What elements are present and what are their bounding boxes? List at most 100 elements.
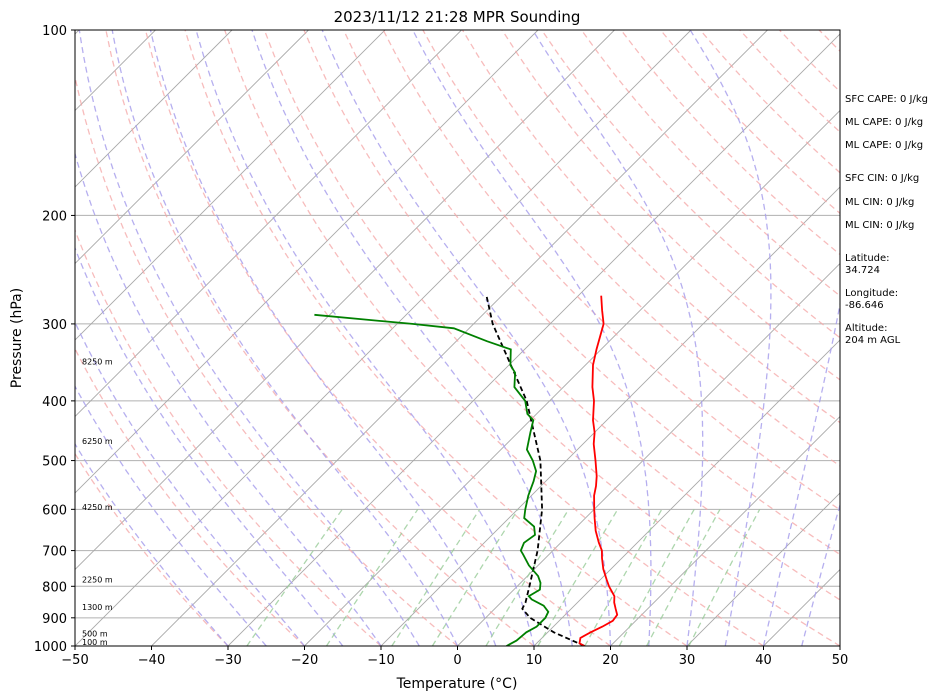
side-info-text: Latitude: <box>845 253 890 264</box>
isotherm-line <box>75 30 386 341</box>
dry-adiabat-line <box>75 347 305 646</box>
dry-adiabat-line <box>184 30 688 646</box>
x-tick-label: 20 <box>602 653 619 668</box>
side-info-text: Longitude: <box>845 288 898 299</box>
dry-adiabat-line <box>343 30 840 556</box>
plot-frame <box>74 29 841 647</box>
side-info-text: 34.724 <box>845 265 880 276</box>
dry-adiabat-line <box>263 30 840 646</box>
y-tick-label: 500 <box>42 455 67 470</box>
x-tick-label: 40 <box>755 653 772 668</box>
isotherm-line <box>227 33 840 646</box>
x-tick-label: 10 <box>526 653 543 668</box>
x-tick-label: −50 <box>61 653 88 668</box>
y-tick-label: 400 <box>42 395 67 410</box>
mixing-ratio-line <box>584 508 663 646</box>
isotherm-line <box>75 30 539 494</box>
height-label: 100 m <box>82 638 108 647</box>
mixing-ratio-line <box>391 508 481 646</box>
side-info-text: SFC CAPE: 0 J/kg <box>845 94 928 105</box>
dry-adiabat-line <box>105 30 535 646</box>
dry-adiabat-line <box>75 452 229 646</box>
side-info-text: SFC CIN: 0 J/kg <box>845 173 919 184</box>
mixing-ratio-line <box>325 508 419 646</box>
dry-adiabat-line <box>224 30 764 646</box>
y-tick-label: 300 <box>42 318 67 333</box>
chart-title: 2023/11/12 21:28 MPR Sounding <box>334 8 581 26</box>
mixing-ratio-line <box>246 508 343 646</box>
moist-adiabat-line <box>412 30 652 646</box>
height-label: 8250 m <box>82 357 113 366</box>
height-label: 2250 m <box>82 576 113 585</box>
dry-adiabat-line <box>144 30 611 646</box>
isotherm-line <box>686 492 840 646</box>
moist-adiabat-line <box>75 151 382 646</box>
moist-adiabat-line <box>689 30 772 646</box>
isotherm-line <box>75 30 462 418</box>
mixing-ratio-line <box>646 508 721 646</box>
x-tick-label: 30 <box>679 653 696 668</box>
height-label: 500 m <box>82 630 108 639</box>
isotherm-line <box>0 30 3 646</box>
side-info-text: ML CIN: 0 J/kg <box>845 220 914 231</box>
moist-adiabat-line <box>75 442 229 646</box>
dry-adiabat-line <box>75 228 382 646</box>
dry-adiabat-line <box>75 74 458 646</box>
moist-adiabat-line <box>149 30 497 646</box>
moist-adiabat-line <box>195 30 535 646</box>
isotherm-line <box>533 339 840 646</box>
temperature-line <box>578 295 619 646</box>
background-lines <box>0 30 840 646</box>
x-tick-label: −10 <box>367 653 394 668</box>
dewpoint-line <box>314 313 550 646</box>
height-label: 1300 m <box>82 603 113 612</box>
isotherm-line <box>380 186 840 646</box>
x-tick-label: −30 <box>214 653 241 668</box>
height-label: 6250 m <box>82 437 113 446</box>
side-info-text: 204 m AGL <box>845 335 901 346</box>
y-tick-label: 600 <box>42 503 67 518</box>
x-tick-label: 0 <box>453 653 461 668</box>
moist-adiabat-line <box>532 30 704 646</box>
dry-adiabat-line <box>422 30 840 467</box>
side-info-panel: SFC CAPE: 0 J/kg ML CAPE: 0 J/kg ML CAPE: … <box>845 94 928 346</box>
mixing-ratio-line <box>618 508 695 646</box>
isotherm-line <box>304 109 840 646</box>
side-info-text: ML CAPE: 0 J/kg <box>845 117 923 128</box>
mixing-ratio-line <box>431 508 519 646</box>
moist-adiabat-line <box>75 246 344 646</box>
moist-adiabat-line <box>75 385 267 646</box>
isotherm-line <box>75 30 309 265</box>
dry-adiabat-line <box>580 30 840 297</box>
dry-adiabat-line <box>382 30 840 511</box>
y-tick-label: 900 <box>42 612 67 627</box>
y-tick-label: 800 <box>42 580 67 595</box>
side-info-text: ML CAPE: 0 J/kg <box>845 140 923 151</box>
isotherm-line <box>75 30 692 646</box>
side-info-text: Altitude: <box>845 323 887 334</box>
dry-adiabat-line <box>303 30 840 601</box>
x-axis: −50 −40 −30 −20 −10 0 10 20 30 40 50 <box>61 646 848 668</box>
y-tick-label: 1000 <box>34 640 67 655</box>
isotherm-line <box>457 262 840 646</box>
isotherm-line <box>75 30 233 188</box>
mixing-ratio-line <box>485 508 570 646</box>
moist-adiabat-line <box>78 30 420 646</box>
moist-adiabat-line <box>251 30 573 646</box>
isotherm-line <box>75 30 615 571</box>
side-info-text: ML CIN: 0 J/kg <box>845 197 914 208</box>
height-label: 4250 m <box>82 503 113 512</box>
isotherm-line <box>610 415 840 646</box>
y-tick-label: 700 <box>42 545 67 560</box>
mixing-ratio-line <box>537 508 619 646</box>
x-axis-label: Temperature (°C) <box>396 676 518 692</box>
y-axis: 100 200 300 400 500 600 700 800 900 1000 <box>34 24 75 655</box>
moist-adiabat-line <box>111 30 459 646</box>
x-tick-label: −40 <box>138 653 165 668</box>
isotherm-line <box>151 30 768 646</box>
mixing-ratio-line <box>688 508 761 646</box>
y-axis-label: Pressure (hPa) <box>9 288 25 388</box>
sounding-profiles <box>314 295 619 646</box>
